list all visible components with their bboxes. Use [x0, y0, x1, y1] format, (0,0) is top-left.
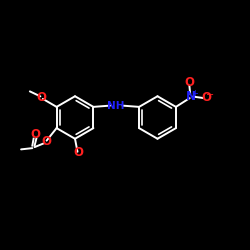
Text: −: − [206, 90, 214, 100]
Text: O: O [201, 91, 211, 104]
Text: O: O [31, 128, 41, 141]
Text: +: + [191, 89, 198, 98]
Text: O: O [41, 135, 51, 148]
Text: O: O [37, 91, 47, 104]
Text: O: O [73, 146, 83, 159]
Text: N: N [186, 90, 196, 103]
Text: NH: NH [108, 100, 125, 110]
Text: O: O [184, 76, 194, 88]
